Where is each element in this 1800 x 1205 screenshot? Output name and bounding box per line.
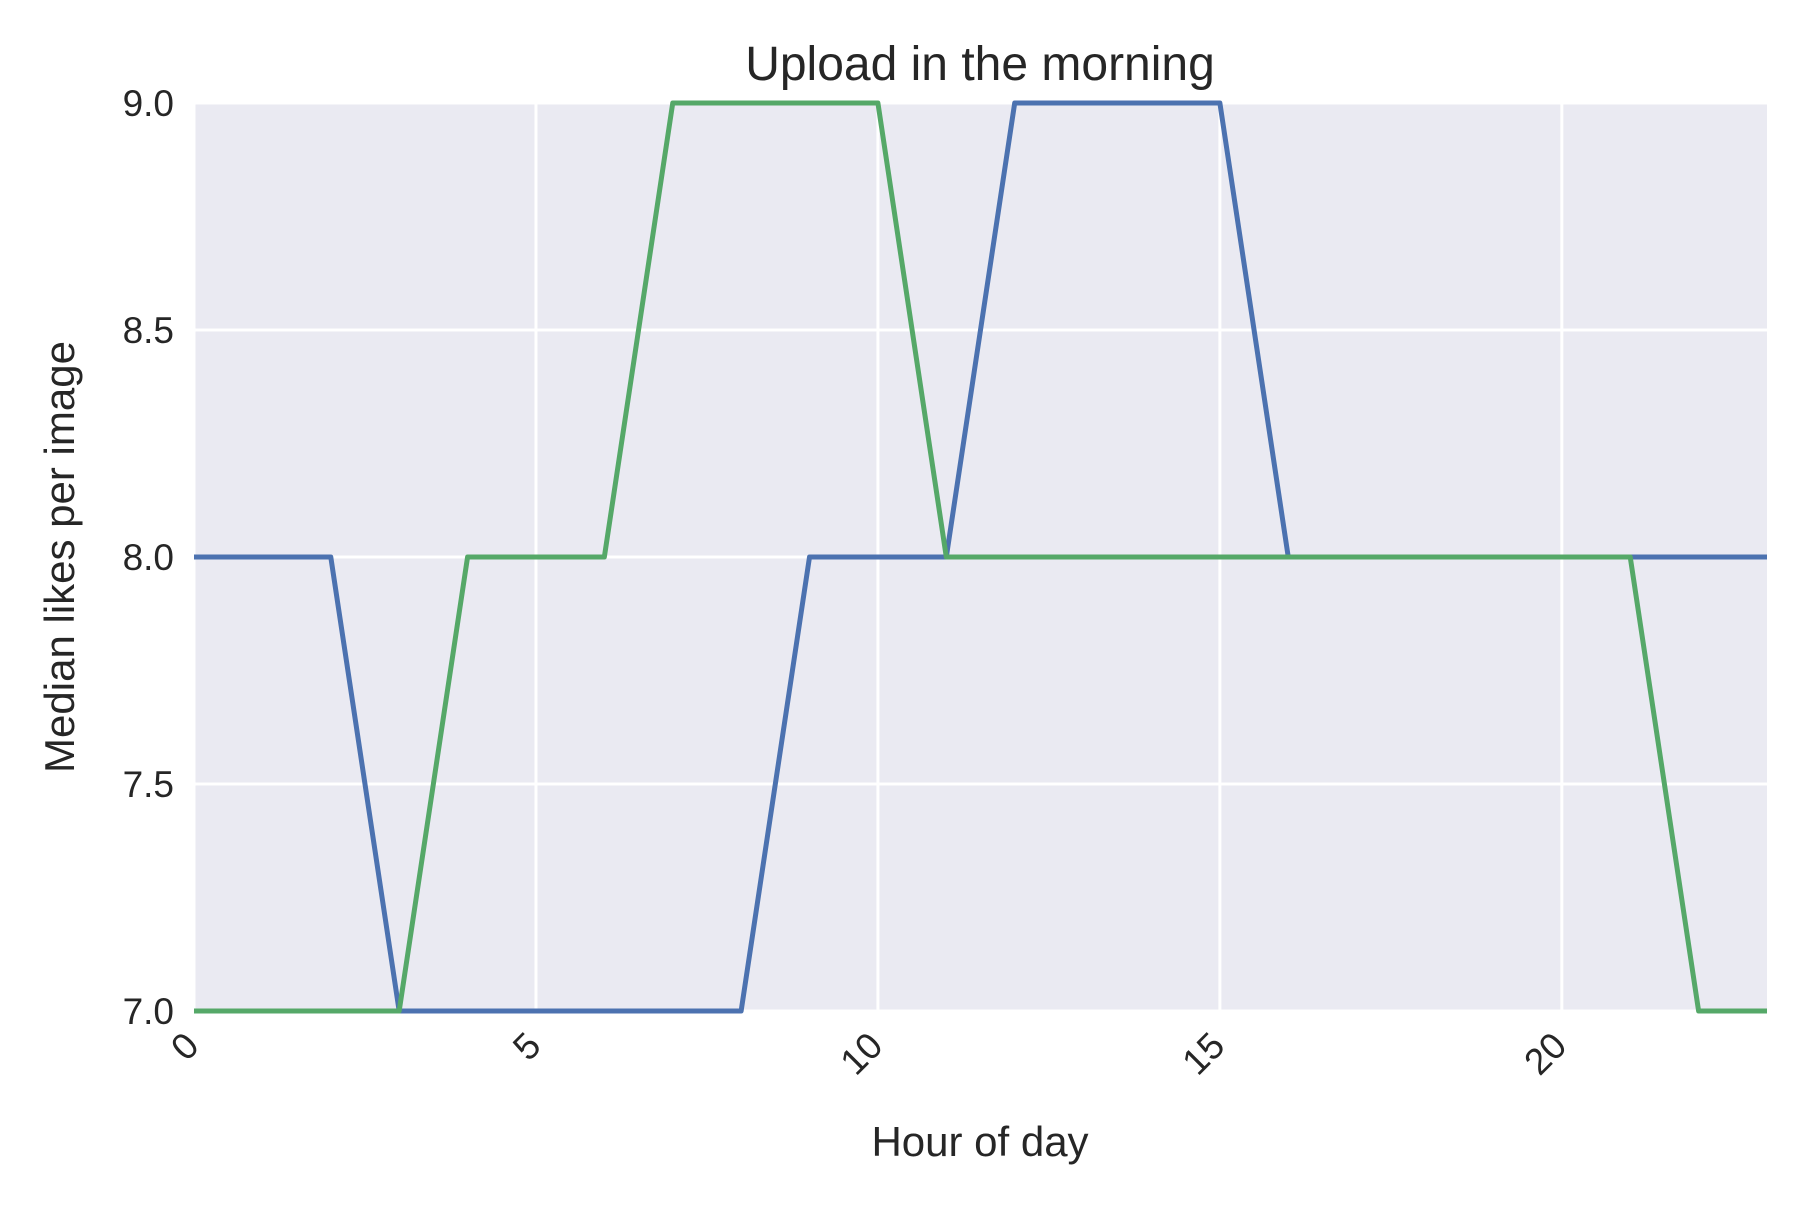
series-2-line: [194, 100, 1767, 1014]
x-tick-label: 10: [832, 1025, 890, 1083]
x-tick-label: 20: [1516, 1025, 1574, 1083]
y-tick-label: 9.0: [123, 83, 174, 124]
y-tick-label: 7.0: [123, 991, 174, 1032]
x-tick-labels: 0 5 10 15 20: [163, 1025, 1574, 1083]
chart-title: Upload in the morning: [745, 38, 1215, 91]
y-tick-labels: 7.0 7.5 8.0 8.5 9.0: [123, 83, 174, 1032]
y-tick-label: 8.0: [123, 537, 174, 578]
y-axis-label: Median likes per image: [36, 341, 83, 773]
y-tick-label: 7.5: [123, 764, 174, 805]
x-axis-label: Hour of day: [871, 1118, 1088, 1165]
series-lines: [194, 100, 1767, 1014]
x-tick-label: 15: [1174, 1025, 1232, 1083]
y-tick-label: 8.5: [123, 310, 174, 351]
x-tick-label: 5: [505, 1025, 549, 1069]
